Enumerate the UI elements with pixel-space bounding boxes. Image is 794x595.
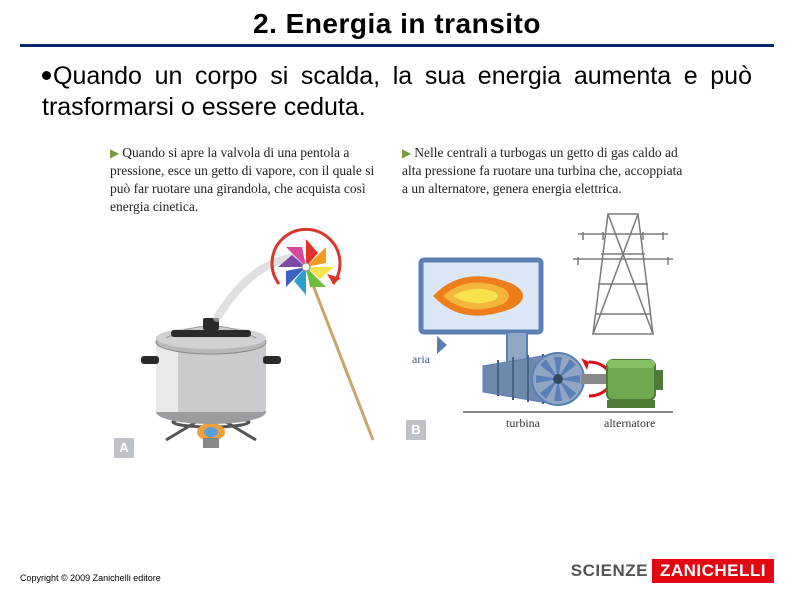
caption-arrow-icon: ▶ (110, 146, 119, 160)
figure-row: ▶Quando si apre la valvola di una pentol… (110, 144, 684, 463)
logo-zanichelli: ZANICHELLI (652, 559, 774, 583)
publisher-logo: SCIENZE ZANICHELLI (571, 559, 774, 583)
footer: Copyright © 2009 Zanichelli editore SCIE… (20, 559, 774, 583)
page-title: 2. Energia in transito (0, 8, 794, 40)
panel-a: ▶Quando si apre la valvola di una pentol… (110, 144, 392, 463)
label-alternatore: alternatore (604, 416, 655, 431)
illustration-b: aria turbina alternatore B (402, 204, 684, 444)
label-turbina: turbina (506, 416, 540, 431)
panel-b: ▶Nelle centrali a turbogas un getto di g… (402, 144, 684, 445)
copyright-text: Copyright © 2009 Zanichelli editore (20, 573, 161, 583)
body-paragraph: Quando un corpo si scalda, la sua energi… (0, 61, 794, 124)
illustration-a: A (110, 222, 392, 462)
caption-b-text: Nelle centrali a turbogas un getto di ga… (402, 145, 682, 196)
title-bar: 2. Energia in transito (0, 0, 794, 44)
label-aria: aria (412, 352, 430, 367)
bullet-icon (42, 71, 51, 80)
body-text: Quando un corpo si scalda, la sua energi… (42, 62, 752, 121)
caption-a-text: Quando si apre la valvola di una pentola… (110, 145, 374, 215)
panel-letter-b: B (406, 420, 426, 440)
panel-letter-a: A (114, 438, 134, 458)
pot-pinwheel-svg (110, 222, 392, 462)
turbine-svg (402, 204, 684, 444)
title-divider (20, 44, 774, 47)
caption-b: ▶Nelle centrali a turbogas un getto di g… (402, 144, 684, 199)
logo-scienze: SCIENZE (571, 561, 648, 581)
caption-arrow-icon: ▶ (402, 146, 411, 160)
caption-a: ▶Quando si apre la valvola di una pentol… (110, 144, 392, 217)
